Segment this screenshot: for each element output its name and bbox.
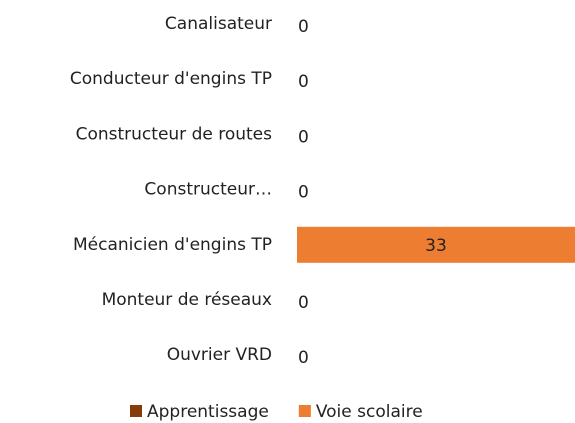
category-label: Mécanicien d'engins TP (73, 235, 272, 255)
legend-swatch (130, 405, 142, 417)
legend-label: Apprentissage (147, 402, 269, 422)
category-label: Canalisateur (165, 14, 272, 34)
data-label: 33 (425, 236, 447, 256)
category-label: Conducteur d'engins TP (70, 69, 272, 89)
data-label: 0 (298, 348, 309, 368)
data-label: 0 (298, 127, 309, 147)
category-label: Ouvrier VRD (167, 345, 272, 365)
data-label: 0 (298, 72, 309, 92)
legend-label: Voie scolaire (316, 402, 423, 422)
category-label: Monteur de réseaux (102, 290, 272, 310)
category-label: Constructeur de routes (76, 124, 273, 144)
data-label: 0 (298, 293, 309, 313)
bar (297, 226, 575, 263)
legend-swatch (298, 405, 311, 417)
data-label: 0 (298, 17, 309, 37)
data-label: 0 (298, 183, 309, 203)
category-label: Constructeur… (144, 180, 272, 200)
